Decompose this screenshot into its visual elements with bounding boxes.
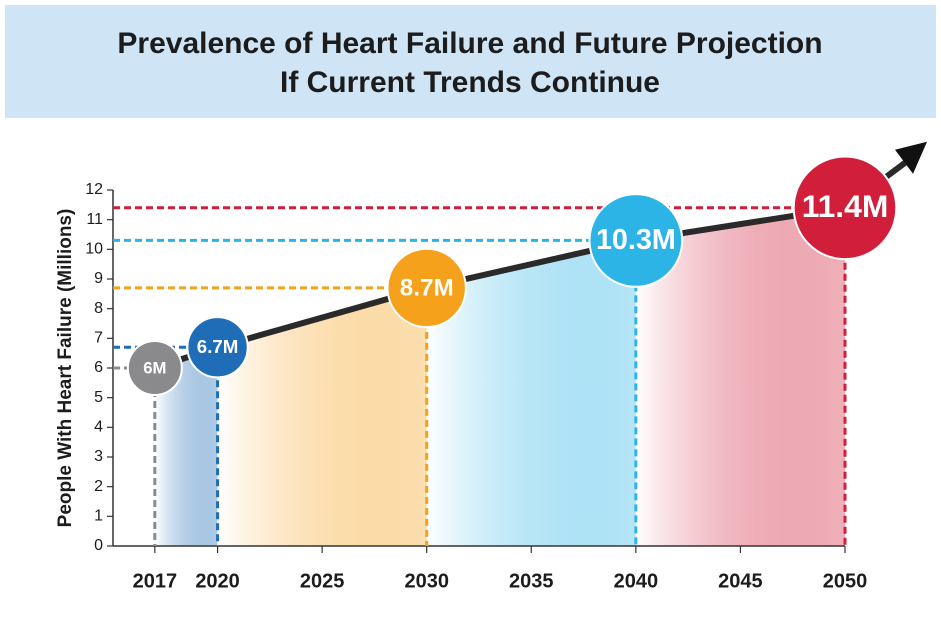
y-tick-label: 4: [94, 419, 103, 436]
y-tick-label: 12: [85, 181, 103, 198]
x-tick-label: 2050: [823, 570, 868, 592]
bubble: [588, 193, 684, 288]
area-band: [635, 207, 845, 547]
header-band: [5, 5, 936, 118]
value-label: 10.3M: [596, 224, 676, 256]
y-tick-label: 9: [94, 270, 103, 287]
y-tick-label: 2: [94, 478, 103, 495]
x-tick-label: 2030: [404, 570, 449, 592]
value-label: 6.7M: [197, 336, 239, 357]
area-band: [154, 347, 218, 546]
y-tick-label: 8: [94, 300, 103, 317]
value-label: 6M: [143, 358, 166, 377]
value-label: 11.4M: [802, 188, 889, 224]
chart-title: If Current Trends Continue: [280, 66, 660, 99]
y-axis-label: People With Heart Failure (Millions): [55, 209, 76, 528]
x-tick-label: 2025: [300, 570, 345, 592]
y-tick-label: 0: [94, 537, 103, 554]
x-tick-label: 2020: [195, 570, 240, 592]
bubble: [386, 247, 467, 329]
x-tick-label: 2045: [718, 570, 763, 592]
y-tick-label: 1: [94, 508, 103, 525]
y-tick-label: 5: [94, 389, 103, 406]
bubble: [792, 155, 898, 261]
y-tick-label: 10: [85, 241, 103, 258]
bubble: [186, 316, 249, 379]
y-tick-label: 11: [86, 211, 103, 228]
x-tick-label: 2017: [133, 570, 178, 592]
area-band: [426, 240, 636, 546]
arrow-head: [895, 141, 927, 174]
y-tick-label: 6: [94, 359, 103, 376]
y-tick-label: 7: [94, 330, 103, 347]
chart-title: Prevalence of Heart Failure and Future P…: [117, 27, 822, 60]
x-tick-label: 2040: [614, 570, 659, 592]
bubble: [126, 340, 183, 396]
area-band: [217, 287, 427, 546]
y-tick-label: 3: [94, 448, 103, 465]
value-label: 8.7M: [400, 274, 454, 301]
x-tick-label: 2035: [509, 570, 554, 592]
